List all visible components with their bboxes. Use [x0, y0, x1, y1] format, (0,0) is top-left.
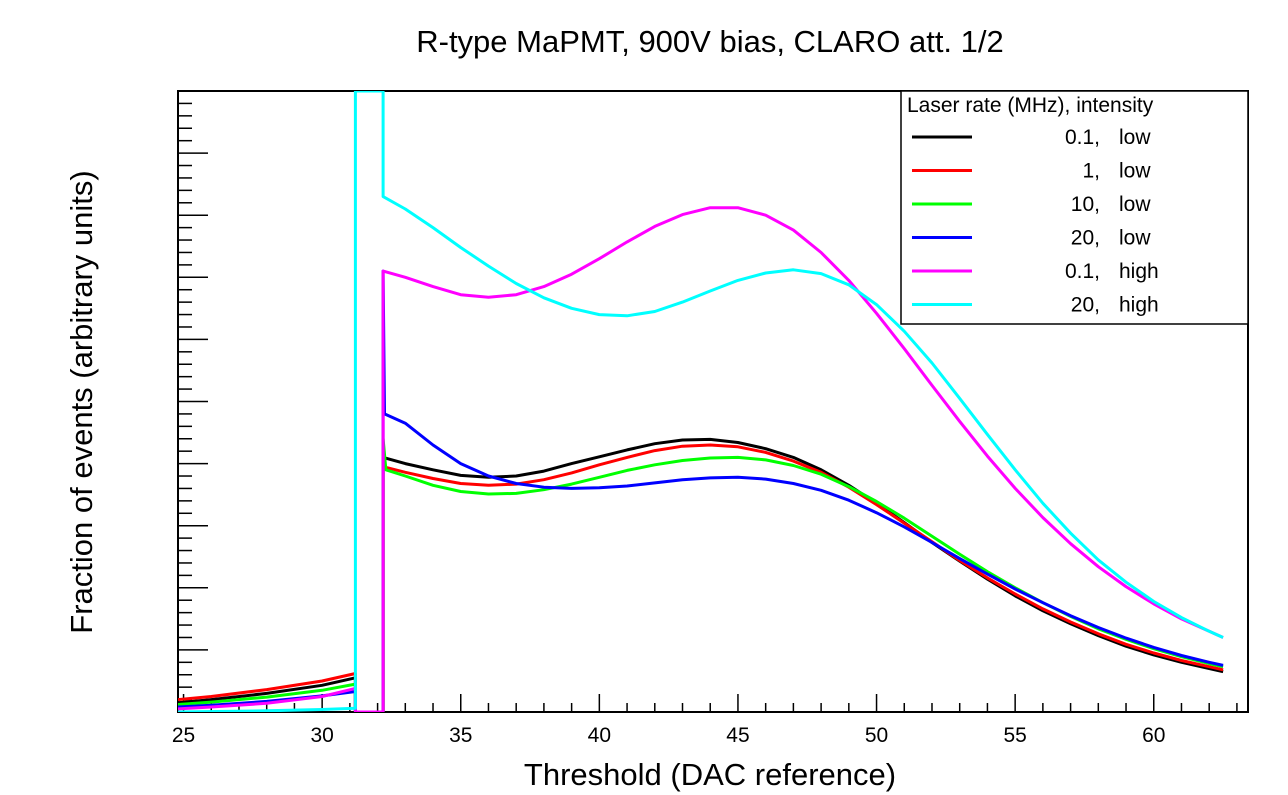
- x-tick-label: 60: [1142, 724, 1165, 747]
- legend: Laser rate (MHz), intensity 0.1, low 1, low…: [900, 90, 1249, 325]
- legend-title: Laser rate (MHz), intensity: [907, 94, 1154, 117]
- series-line-4: [178, 206, 1224, 712]
- legend-box: [900, 90, 1249, 325]
- x-tick-label: 30: [310, 724, 333, 747]
- series-line-0: [178, 437, 1224, 712]
- x-tick-label: 45: [726, 724, 749, 747]
- legend-rate: 20,: [1071, 294, 1100, 317]
- legend-intensity: low: [1119, 160, 1151, 183]
- legend-intensity: high: [1119, 260, 1159, 283]
- legend-intensity: low: [1119, 126, 1151, 149]
- legend-intensity: low: [1119, 227, 1151, 250]
- legend-rate: 1,: [1082, 160, 1100, 183]
- series-line-5: [178, 91, 1224, 712]
- x-tick-label: 25: [172, 724, 195, 747]
- series-lines: [178, 91, 1224, 712]
- legend-intensity: low: [1119, 193, 1151, 216]
- x-tick-label: 55: [1003, 724, 1026, 747]
- legend-rate: 10,: [1071, 193, 1100, 216]
- y-axis-ticks: [178, 90, 208, 713]
- series-line-1: [178, 443, 1224, 712]
- x-tick-label: 35: [449, 724, 472, 747]
- series-line-3: [178, 269, 1224, 712]
- x-tick-label: 40: [588, 724, 611, 747]
- y-axis-label: Fraction of events (arbitrary units): [64, 170, 99, 633]
- chart-title: R-type MaPMT, 900V bias, CLARO att. 1/2: [416, 24, 1004, 59]
- x-axis-label: Threshold (DAC reference): [524, 757, 896, 792]
- legend-rate: 0.1,: [1065, 260, 1100, 283]
- x-axis-ticks: 25 30 35 40 45 50 55 60: [172, 694, 1238, 747]
- legend-rate: 0.1,: [1065, 126, 1100, 149]
- x-tick-label: 50: [865, 724, 888, 747]
- legend-rate: 20,: [1071, 227, 1100, 250]
- legend-intensity: high: [1119, 294, 1159, 317]
